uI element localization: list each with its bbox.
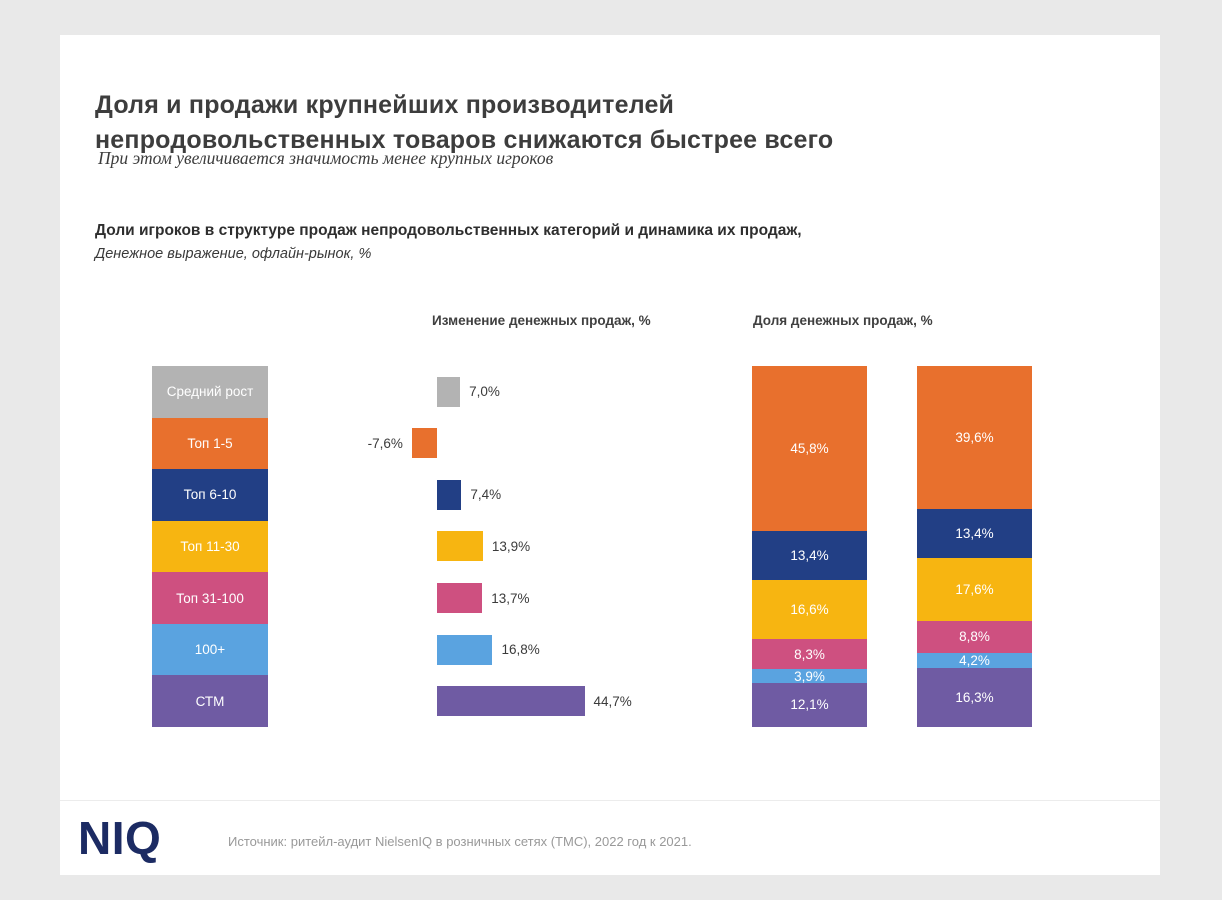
bar-value-label: 7,4%	[470, 487, 502, 503]
chart-section-title: Доли игроков в структуре продаж непродов…	[95, 222, 802, 239]
change-bar-chart: 7,0% -7,6% 7,4% 13,9% 13,7% 16,8% 44,7%	[360, 366, 750, 727]
bar	[437, 583, 483, 614]
stack-segment: 16,6%	[752, 579, 867, 640]
bar-value-label: 16,8%	[501, 642, 540, 658]
bar-value-label: 13,9%	[491, 538, 531, 554]
footer-divider	[60, 800, 1160, 801]
stack-segment: 16,3%	[917, 668, 1032, 727]
share-stacked-column-1: 45,8% 13,4% 16,6% 8,3% 3,9% 12,1%	[752, 366, 867, 727]
legend-item: 100+	[152, 623, 268, 676]
legend-item: СТМ	[152, 675, 268, 728]
bar-row: 7,0%	[360, 366, 750, 418]
bar-value-label: 13,7%	[491, 590, 530, 606]
chart-section-subtitle: Денежное выражение, офлайн-рынок, %	[95, 246, 372, 262]
legend-item: Топ 31-100	[152, 572, 268, 624]
bar	[437, 376, 461, 407]
stack-segment: 45,8%	[752, 366, 867, 532]
stack-segment: 17,6%	[917, 557, 1032, 622]
bar-value-label: -7,6%	[367, 435, 403, 451]
bar	[437, 686, 585, 717]
bar	[437, 531, 483, 562]
source-note: Источник: ритейл-аудит NielsenIQ в розни…	[228, 834, 692, 849]
stack-segment: 12,1%	[752, 683, 867, 727]
legend-item: Топ 6-10	[152, 469, 268, 521]
change-chart-title: Изменение денежных продаж, %	[432, 313, 651, 328]
legend-column: Средний рост Топ 1-5 Топ 6-10 Топ 11-30 Топ …	[152, 366, 268, 728]
share-chart-title: Доля денежных продаж, %	[753, 313, 933, 328]
stack-segment: 13,4%	[917, 509, 1032, 558]
stack-segment: 8,3%	[752, 639, 867, 670]
stack-segment: 3,9%	[752, 669, 867, 684]
legend-item: Топ 11-30	[152, 520, 268, 573]
bar-row: 16,8%	[360, 624, 750, 676]
stack-segment: 8,8%	[917, 621, 1032, 653]
stack-segment: 39,6%	[917, 366, 1032, 510]
bar-row: 13,7%	[360, 572, 750, 624]
page-title: Доля и продажи крупнейших производителей…	[95, 88, 833, 158]
bar-value-label: 7,0%	[469, 384, 500, 400]
bar-value-label: 44,7%	[593, 693, 632, 709]
stack-segment: 4,2%	[917, 652, 1032, 669]
niq-logo: NIQ	[78, 812, 162, 864]
legend-item: Средний рост	[152, 366, 268, 418]
page-subtitle: При этом увеличивается значимость менее …	[98, 148, 554, 168]
page-title-line2: непродовольственных товаров снижаются бы…	[95, 125, 834, 154]
legend-item: Топ 1-5	[152, 417, 268, 470]
share-stacked-column-2: 39,6% 13,4% 17,6% 8,8% 4,2% 16,3%	[917, 366, 1032, 727]
bar	[437, 634, 493, 665]
bar	[437, 479, 462, 510]
bar-row: 44,7%	[360, 675, 750, 727]
bar-row: 13,9%	[360, 521, 750, 573]
slide: Доля и продажи крупнейших производителей…	[60, 35, 1160, 875]
bar	[411, 428, 437, 459]
stack-segment: 13,4%	[752, 531, 867, 580]
bar-row: -7,6%	[360, 418, 750, 470]
page-title-line1: Доля и продажи крупнейших производителей	[95, 90, 675, 119]
bar-row: 7,4%	[360, 469, 750, 521]
